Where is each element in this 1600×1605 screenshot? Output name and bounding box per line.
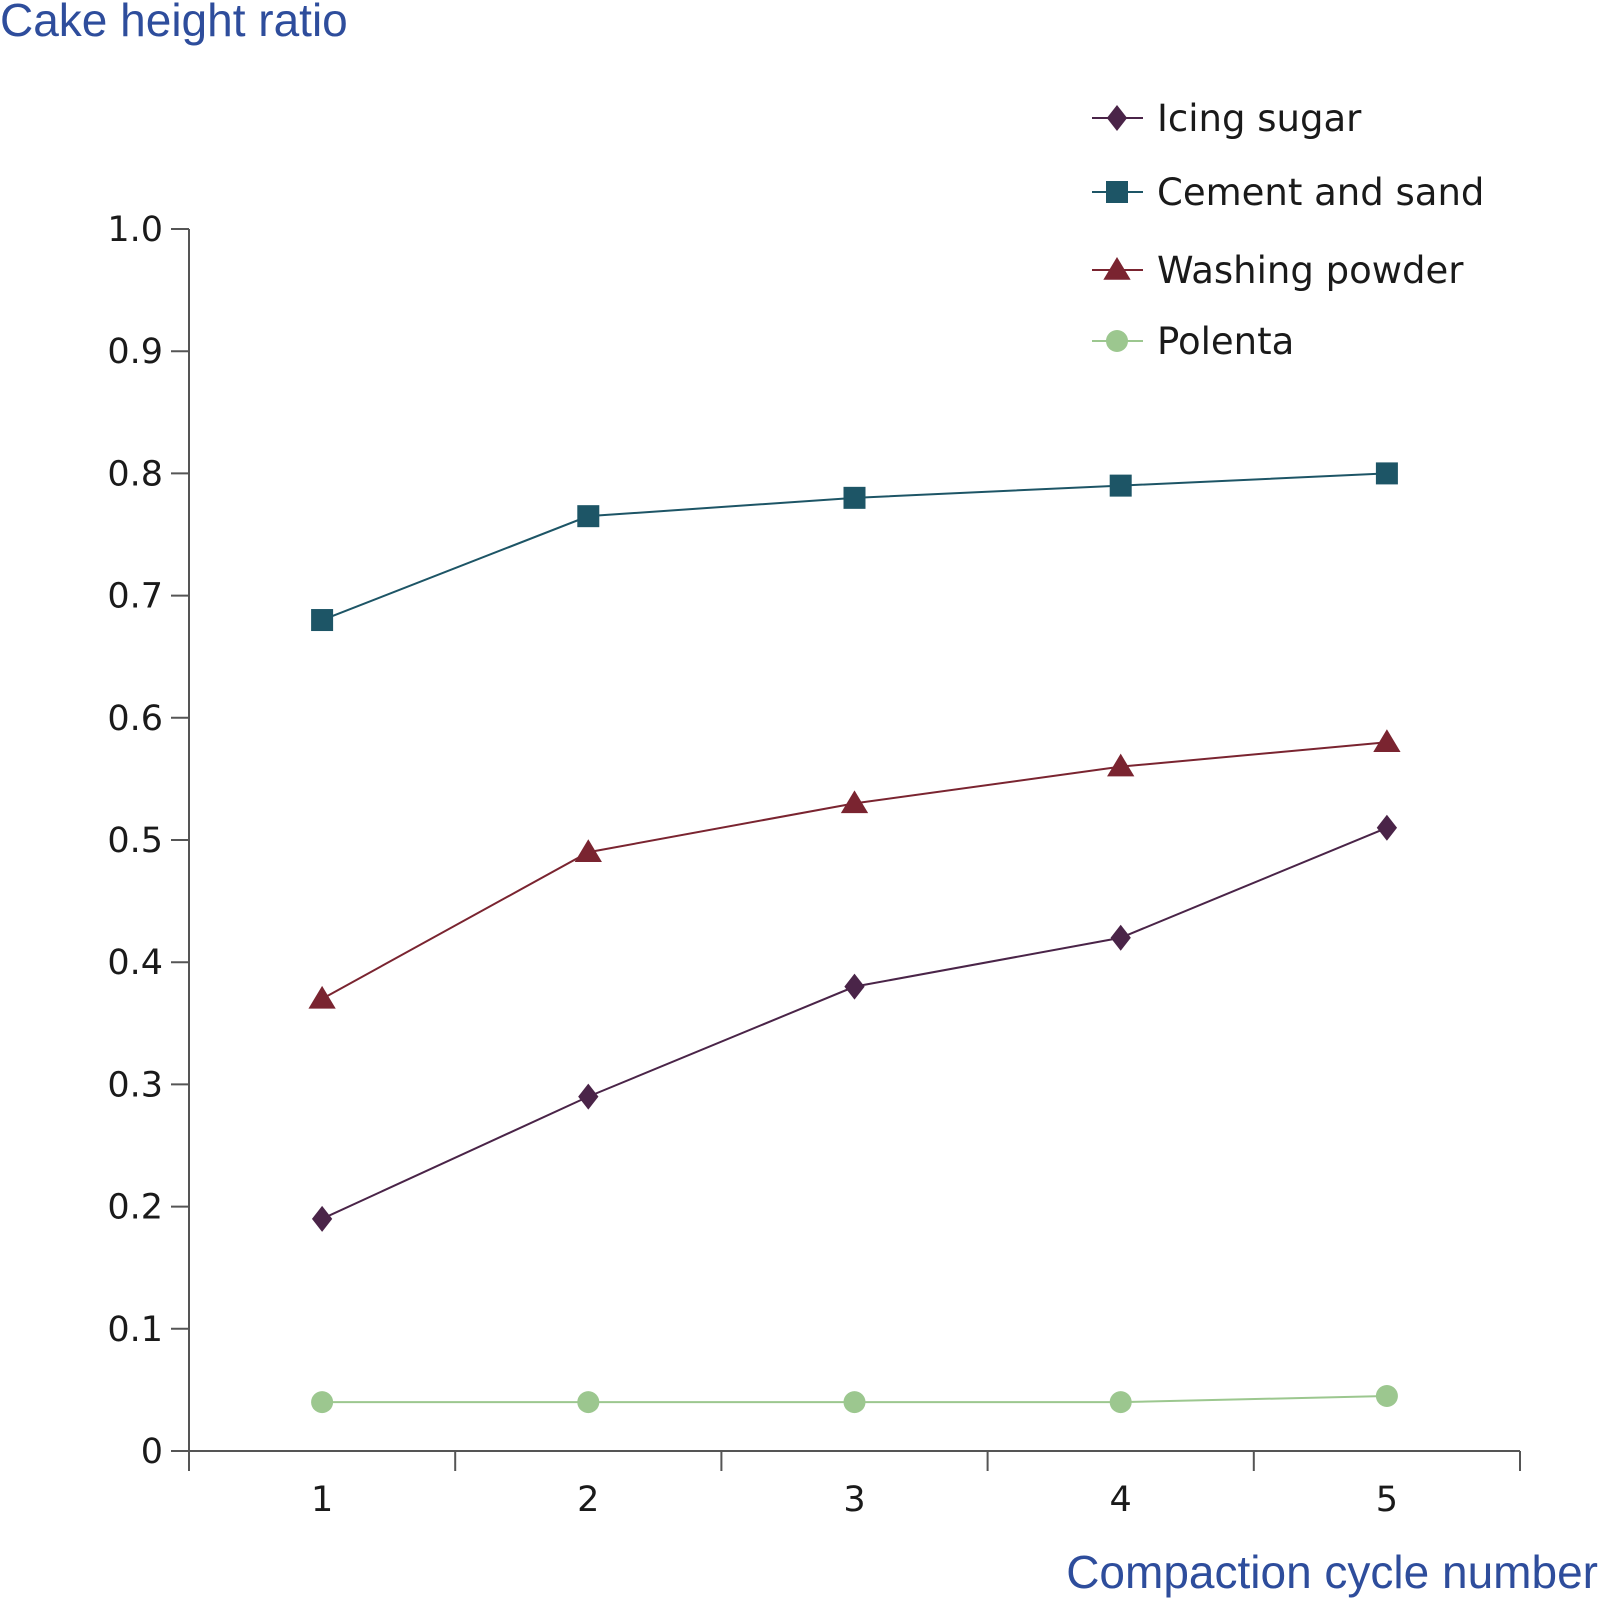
data-point bbox=[1376, 814, 1398, 841]
data-point bbox=[578, 1083, 599, 1110]
x-tick-label: 3 bbox=[843, 1480, 865, 1520]
legend-label: Polenta bbox=[1157, 320, 1294, 363]
data-point bbox=[1107, 753, 1135, 777]
y-tick-label: 0.1 bbox=[107, 1310, 163, 1350]
y-tick-label: 0.8 bbox=[107, 454, 163, 494]
data-point bbox=[1375, 1385, 1398, 1408]
series-washing-powder bbox=[308, 729, 1401, 1009]
data-point bbox=[577, 1391, 600, 1414]
y-tick-label: 0 bbox=[141, 1432, 163, 1472]
y-tick-label: 0.3 bbox=[107, 1065, 163, 1105]
legend-item: Washing powder bbox=[1092, 249, 1464, 292]
legend-label: Icing sugar bbox=[1157, 97, 1362, 140]
y-tick-label: 0.6 bbox=[107, 699, 163, 739]
legend-marker-icon bbox=[1106, 105, 1128, 131]
data-point bbox=[843, 1391, 866, 1414]
data-point bbox=[311, 609, 334, 632]
x-tick-label: 5 bbox=[1376, 1480, 1398, 1520]
data-point bbox=[1110, 924, 1131, 951]
y-tick-label: 0.7 bbox=[107, 577, 163, 617]
series-cement-and-sand bbox=[311, 462, 1398, 632]
legend-marker-icon bbox=[1103, 257, 1131, 280]
data-point bbox=[308, 985, 336, 1009]
y-tick-label: 0.4 bbox=[107, 943, 163, 983]
series-polenta bbox=[311, 1385, 1398, 1414]
data-point bbox=[840, 790, 869, 814]
data-point bbox=[1373, 729, 1401, 752]
series-layer bbox=[308, 462, 1401, 1414]
x-tick-label: 1 bbox=[311, 1480, 333, 1520]
y-tick-label: 0.2 bbox=[107, 1188, 163, 1228]
y-axis-title: Cake height ratio bbox=[0, 0, 348, 46]
legend-marker-icon bbox=[1106, 330, 1128, 352]
data-point bbox=[577, 505, 600, 528]
y-tick-label: 0.9 bbox=[107, 332, 163, 372]
x-axis-title: Compaction cycle number bbox=[1066, 1546, 1598, 1598]
y-tick-label: 1.0 bbox=[107, 210, 163, 250]
legend-label: Washing powder bbox=[1157, 249, 1464, 292]
legend: Icing sugar Cement and sand Washing powder… bbox=[1092, 97, 1484, 363]
data-point bbox=[1109, 474, 1132, 497]
series-icing-sugar bbox=[311, 814, 1398, 1232]
y-axis-ticks: 0 0.1 0.2 0.3 0.4 0.5 0.6 0.7 0.8 0.9 1.0 bbox=[107, 210, 189, 1472]
data-point bbox=[311, 1391, 334, 1414]
x-tick-label: 2 bbox=[577, 1480, 599, 1520]
data-point bbox=[1375, 462, 1398, 485]
data-point bbox=[844, 973, 865, 1000]
legend-item: Icing sugar bbox=[1092, 97, 1362, 140]
legend-marker-icon bbox=[1106, 181, 1128, 203]
x-tick-label: 4 bbox=[1110, 1480, 1132, 1520]
data-point bbox=[311, 1205, 333, 1232]
legend-item: Cement and sand bbox=[1092, 171, 1484, 214]
legend-item: Polenta bbox=[1092, 320, 1294, 363]
data-point bbox=[843, 486, 866, 509]
data-point bbox=[574, 839, 602, 862]
x-axis-ticks: 1 2 3 4 5 bbox=[188, 1451, 1521, 1520]
legend-label: Cement and sand bbox=[1157, 171, 1484, 214]
data-point bbox=[1109, 1391, 1132, 1414]
series-line bbox=[321, 741, 1387, 1000]
y-tick-label: 0.5 bbox=[107, 821, 163, 861]
series-line bbox=[321, 826, 1388, 1220]
